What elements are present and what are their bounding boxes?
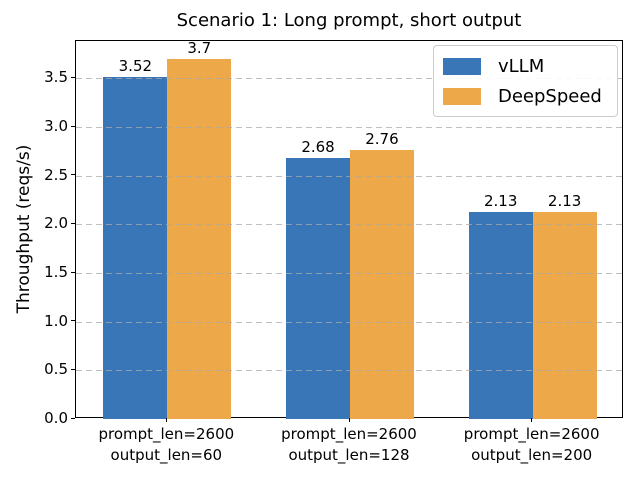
y-tick-label: 3.0 [44, 117, 68, 136]
legend-item: DeepSpeed [443, 87, 607, 106]
gridline [76, 78, 622, 79]
legend-item: vLLM [443, 57, 607, 76]
bar-value-label: 2.13 [483, 191, 518, 210]
x-tick-label: prompt_len=2600 output_len=60 [98, 425, 235, 464]
legend-label: vLLM [498, 56, 545, 77]
gridline [76, 273, 622, 274]
x-tick-mark [531, 418, 533, 422]
gridline [76, 370, 622, 371]
bar-value-label: 3.52 [118, 56, 153, 75]
gridline [76, 224, 622, 225]
bar-deepspeed [350, 150, 414, 419]
bar-vllm [468, 211, 533, 419]
y-tick-label: 0.5 [44, 360, 68, 379]
y-tick-mark [71, 222, 75, 225]
gridline [76, 176, 622, 177]
y-tick-label: 0.0 [44, 409, 68, 427]
y-tick-mark [71, 417, 75, 419]
y-tick-mark [71, 368, 75, 371]
x-tick-mark [348, 418, 350, 422]
y-tick-mark [71, 125, 75, 127]
plot-area: 3.52 3.7 2.68 2.76 2.13 2.13 [75, 39, 623, 419]
y-tick-label: 1.5 [44, 263, 68, 282]
bar-value-label: 3.7 [187, 39, 212, 57]
y-tick-label: 1.0 [44, 311, 68, 330]
legend: vLLM DeepSpeed [433, 45, 618, 117]
x-tick-label: prompt_len=2600 output_len=200 [463, 425, 600, 464]
bar-vllm [286, 158, 350, 419]
y-tick-label: 2.0 [44, 214, 68, 233]
bar-deepspeed [167, 59, 232, 419]
legend-swatch-vllm [443, 58, 481, 75]
y-tick-label: 3.5 [44, 68, 68, 87]
x-tick-mark [165, 418, 168, 422]
legend-swatch-deepspeed [443, 88, 481, 105]
y-tick-mark [71, 76, 75, 79]
bar-value-label: 2.68 [301, 138, 335, 157]
x-tick-label: prompt_len=2600 output_len=128 [281, 425, 417, 464]
gridline [76, 127, 622, 128]
bar-deepspeed [532, 211, 597, 419]
bar-vllm [103, 76, 168, 419]
y-tick-label: 2.5 [44, 165, 68, 184]
bar-value-label: 2.76 [365, 130, 399, 149]
gridline [76, 322, 622, 323]
chart-title: Scenario 1: Long prompt, short output [176, 10, 522, 31]
y-tick-mark [71, 174, 75, 176]
y-tick-mark [71, 320, 75, 322]
y-tick-mark [71, 271, 75, 273]
bar-value-label: 2.13 [547, 191, 582, 210]
legend-label: DeepSpeed [498, 86, 602, 107]
